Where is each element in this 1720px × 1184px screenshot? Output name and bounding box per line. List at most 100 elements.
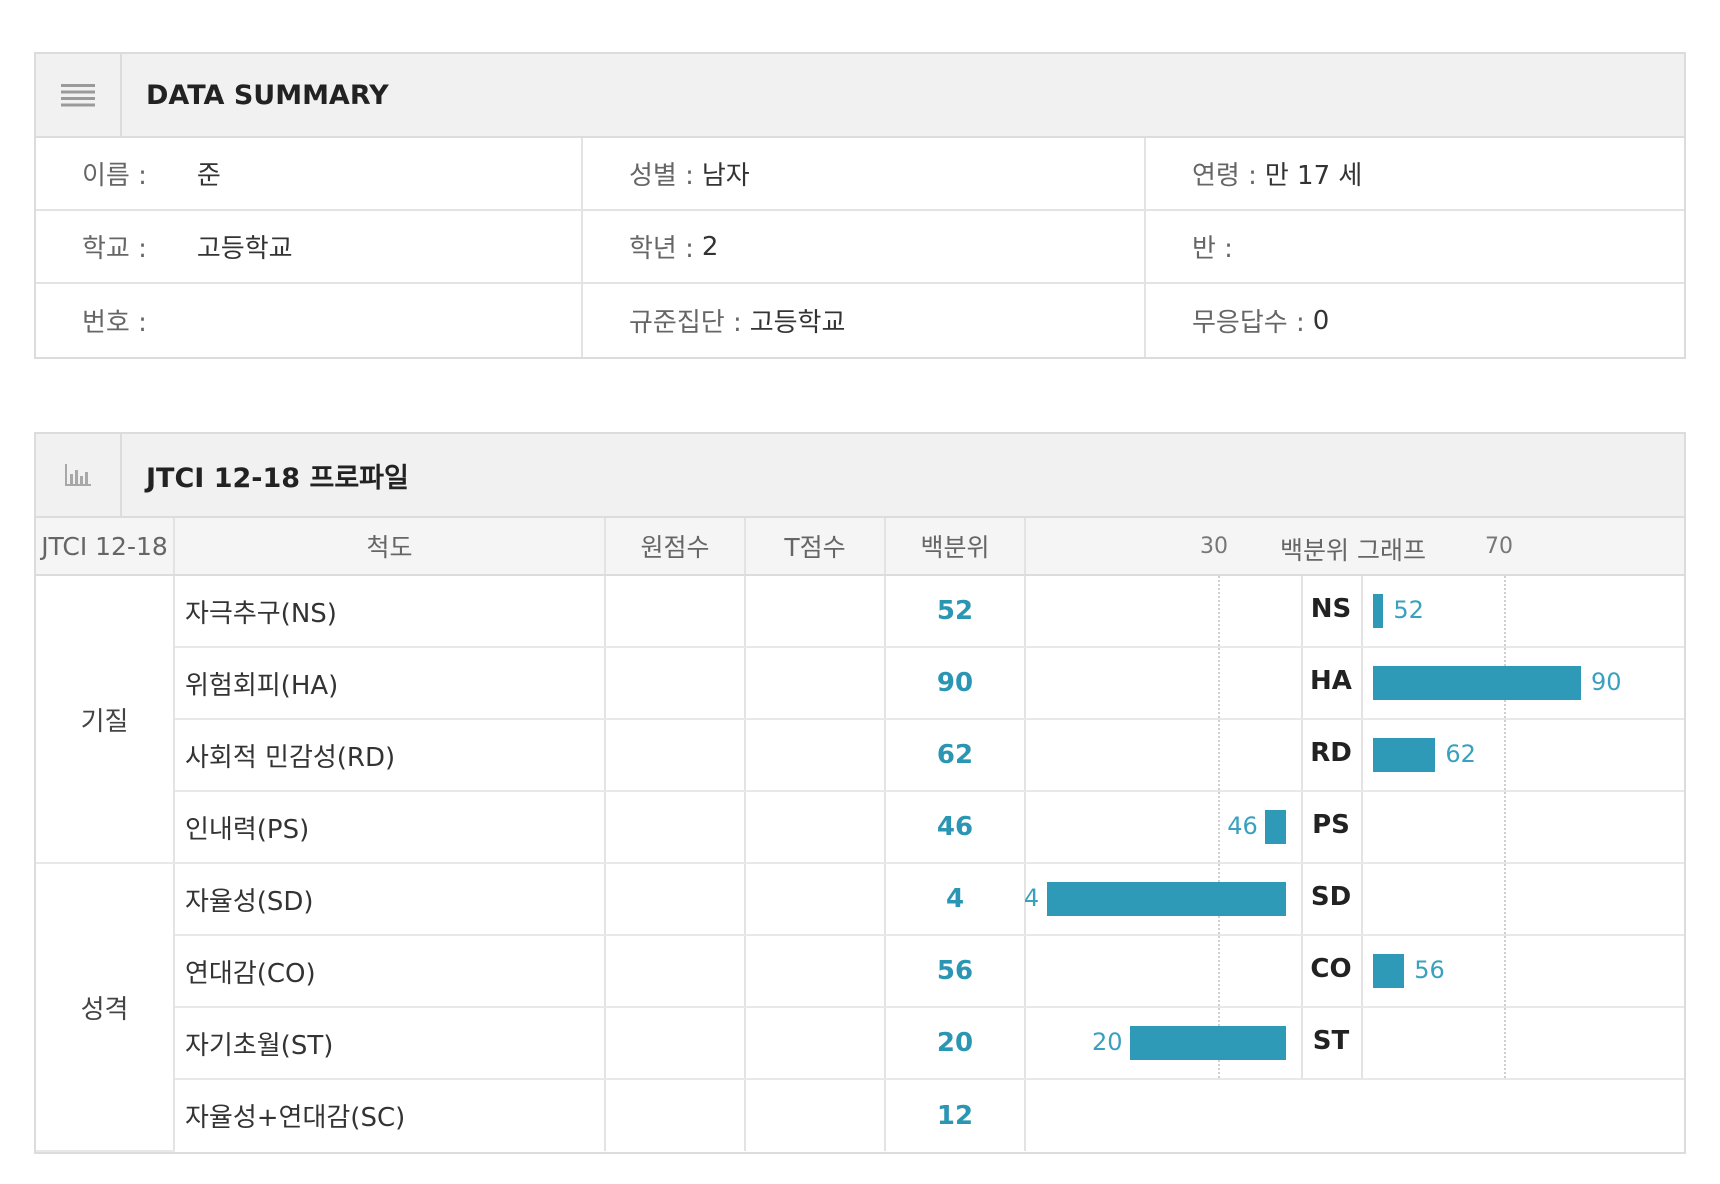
percentile-graph-cell: PS 46 — [1025, 791, 1684, 864]
table-row: 기질 자극추구(NS) 52 NS 52 — [36, 575, 1684, 864]
percentile-value: 90 — [885, 647, 1026, 720]
summary-label: 학년 : — [629, 234, 694, 264]
table-header-row: JTCI 12-18 척도 원점수 T점수 백분위 30 백분위 그래프 70 — [36, 518, 1684, 576]
percentile-value: 4 — [885, 863, 1026, 936]
data-summary-panel: DATA SUMMARY 이름 : 준 성별 : 남자 연령 :만 17 세 학교 : 고등… — [34, 52, 1686, 359]
percentile-graph-cell: NS 52 — [1025, 575, 1684, 648]
code-column-left-border — [1301, 720, 1303, 790]
raw-score — [605, 575, 746, 648]
percentile-value: 62 — [885, 719, 1026, 792]
code-column-left-border — [1301, 648, 1303, 718]
header-raw-score: 원점수 — [605, 518, 746, 576]
header-percentile-graph: 30 백분위 그래프 70 — [1025, 518, 1684, 576]
bar-value-label: 4 — [1023, 884, 1040, 912]
percentile-value: 56 — [885, 935, 1026, 1008]
summary-label: 무응답수 : — [1192, 308, 1305, 338]
scale-name: 자율성+연대감(SC) — [174, 1079, 606, 1151]
scale-code: SD — [1310, 882, 1352, 912]
gridline-70 — [1504, 576, 1506, 646]
t-score — [745, 719, 886, 792]
header-scale: 척도 — [174, 518, 606, 576]
jtci-profile-table: JTCI 12-18 척도 원점수 T점수 백분위 30 백분위 그래프 70 … — [36, 518, 1684, 1152]
scale-name: 자기초월(ST) — [174, 1007, 606, 1080]
summary-cell: 학년 :2 — [583, 211, 1146, 282]
header-group: JTCI 12-18 — [36, 518, 175, 576]
table-row: 자율성+연대감(SC) 12 — [36, 1079, 1684, 1151]
summary-row: 번호 : 규준집단 : 고등학교 무응답수 :0 — [36, 284, 1684, 357]
summary-value: 고등학교 — [749, 308, 846, 338]
code-column-right-border — [1361, 864, 1363, 934]
scale-code: NS — [1310, 594, 1352, 624]
summary-label: 이름 : — [82, 161, 147, 191]
gridline-70 — [1504, 1008, 1506, 1078]
summary-label: 연령 : — [1192, 161, 1257, 191]
t-score — [745, 791, 886, 864]
percentile-graph-cell: HA 90 — [1025, 647, 1684, 720]
group-cell: 기질 — [36, 575, 175, 864]
percentile-value: 20 — [885, 1007, 1026, 1080]
scale-code: CO — [1310, 954, 1352, 984]
bar-chart-icon — [36, 434, 122, 516]
summary-cell: 학교 : 고등학교 — [36, 211, 583, 282]
code-column-right-border — [1361, 936, 1363, 1006]
summary-cell: 성별 : 남자 — [583, 138, 1146, 209]
scale-code: ST — [1312, 1026, 1350, 1056]
scale-name: 연대감(CO) — [174, 935, 606, 1008]
summary-label: 성별 : — [629, 161, 694, 191]
gridline-70 — [1504, 792, 1506, 862]
summary-cell: 이름 : 준 — [36, 138, 583, 209]
group-cell: 성격 — [36, 863, 175, 1152]
table-row: 성격 자율성(SD) 4 SD 4 — [36, 863, 1684, 1152]
percentile-bar — [1373, 738, 1436, 772]
table-row: 위험회피(HA) 90 HA 90 — [36, 647, 1684, 720]
summary-value: 만 17 세 — [1264, 161, 1363, 191]
gridline-70 — [1504, 720, 1506, 790]
summary-value: 남자 — [701, 161, 750, 191]
summary-label: 학교 : — [82, 234, 147, 264]
percentile-bar — [1265, 810, 1286, 844]
summary-value: 0 — [1312, 305, 1330, 336]
code-column-left-border — [1301, 936, 1303, 1006]
jtci-profile-title: JTCI 12-18 프로파일 — [146, 462, 409, 494]
gridline-30 — [1218, 720, 1220, 790]
percentile-value: 52 — [885, 575, 1026, 648]
percentile-graph-cell: ST 20 — [1025, 1007, 1684, 1080]
percentile-bar — [1373, 666, 1581, 700]
summary-value: 준 — [196, 161, 221, 191]
code-column-left-border — [1301, 792, 1303, 862]
summary-cell: 연령 :만 17 세 — [1146, 138, 1684, 209]
t-score — [745, 1079, 886, 1151]
bar-value-label: 90 — [1591, 668, 1622, 696]
table-row: 자기초월(ST) 20 ST 20 — [36, 1007, 1684, 1080]
gridline-70 — [1504, 936, 1506, 1006]
scale-name: 자율성(SD) — [174, 863, 606, 936]
code-column-right-border — [1361, 720, 1363, 790]
jtci-profile-panel: JTCI 12-18 프로파일 JTCI 12-18 척도 원점수 T점수 백분… — [34, 432, 1686, 1154]
bar-value-label: 62 — [1445, 740, 1476, 768]
percentile-bar — [1373, 954, 1405, 988]
gridline-30 — [1218, 936, 1220, 1006]
code-column-right-border — [1361, 648, 1363, 718]
summary-row: 이름 : 준 성별 : 남자 연령 :만 17 세 — [36, 138, 1684, 211]
percentile-graph-cell — [1025, 1079, 1684, 1151]
raw-score — [605, 935, 746, 1008]
scale-code: RD — [1310, 738, 1352, 768]
summary-cell: 반 : — [1146, 211, 1684, 282]
graph-mark-low: 30 — [1200, 534, 1228, 559]
bar-value-label: 20 — [1092, 1028, 1123, 1056]
percentile-graph-cell: CO 56 — [1025, 935, 1684, 1008]
percentile-bar — [1046, 882, 1286, 916]
raw-score — [605, 719, 746, 792]
code-column-left-border — [1301, 576, 1303, 646]
scale-name: 사회적 민감성(RD) — [174, 719, 606, 792]
table-row: 인내력(PS) 46 PS 46 — [36, 791, 1684, 864]
summary-label: 규준집단 : — [629, 308, 742, 338]
bar-value-label: 46 — [1227, 812, 1258, 840]
gridline-30 — [1218, 576, 1220, 646]
t-score — [745, 647, 886, 720]
raw-score — [605, 863, 746, 936]
scale-code: HA — [1310, 666, 1352, 696]
raw-score — [605, 791, 746, 864]
scale-name: 자극추구(NS) — [174, 575, 606, 648]
